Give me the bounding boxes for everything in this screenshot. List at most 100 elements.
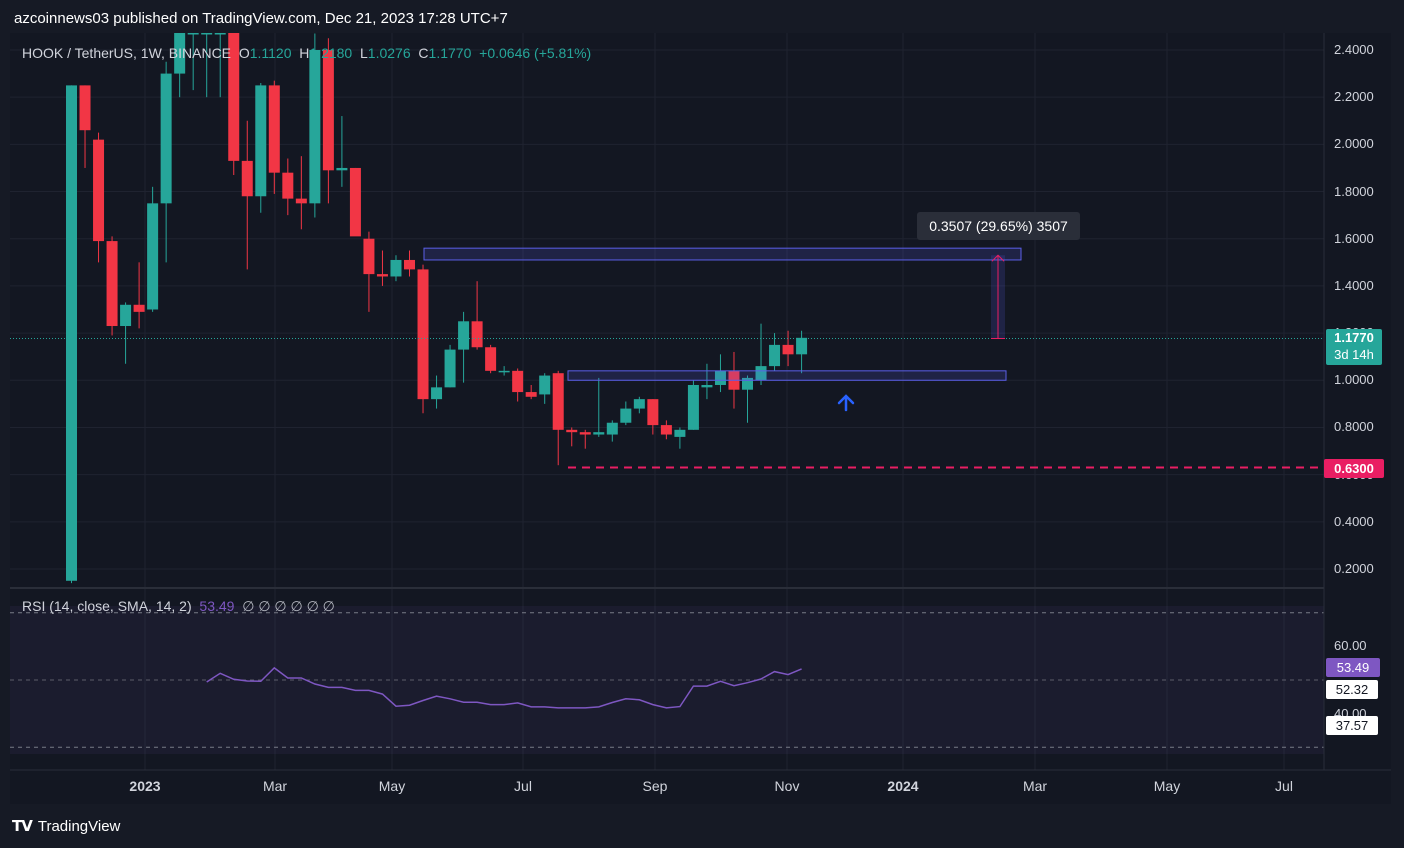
candle-up xyxy=(160,73,172,204)
candle-up xyxy=(458,321,470,350)
candle-up xyxy=(701,384,713,388)
candle-up xyxy=(539,375,551,395)
rsi-legend[interactable]: RSI (14, close, SMA, 14, 2) 53.49 ∅ ∅ ∅ … xyxy=(22,598,335,615)
candle-down xyxy=(295,198,307,204)
candle-down xyxy=(417,269,429,400)
time-tick-label: May xyxy=(1153,778,1181,794)
candle-up xyxy=(593,432,605,435)
rsi-sma-tag: 52.32 xyxy=(1326,680,1378,699)
candle-up xyxy=(174,33,186,74)
rsi-line xyxy=(206,666,802,709)
candle-down xyxy=(579,432,591,435)
candle-down xyxy=(782,344,794,355)
tradingview-brand[interactable]: TV TradingView xyxy=(12,816,120,836)
support-price-tag: 0.6300 xyxy=(1324,459,1384,478)
low-key: L xyxy=(360,45,368,61)
candle-down xyxy=(552,373,564,430)
time-tick-label: Mar xyxy=(262,778,288,794)
candle-up xyxy=(120,304,132,327)
candle-up xyxy=(674,429,686,437)
candle-down xyxy=(471,321,483,348)
close-key: C xyxy=(418,45,429,61)
support-zone xyxy=(567,370,1007,381)
candle-down xyxy=(133,304,145,312)
candle-up xyxy=(620,408,632,423)
time-tick-label: Nov xyxy=(774,778,800,794)
candle-up xyxy=(714,370,726,385)
candle-up xyxy=(201,33,213,35)
price-tick-label: 1.6000 xyxy=(1334,230,1374,246)
candle-down xyxy=(93,139,105,242)
candle-up xyxy=(444,349,456,388)
time-tick-label: Sep xyxy=(642,778,668,794)
time-tick-label: Jul xyxy=(514,778,532,794)
price-tick-label: 1.0000 xyxy=(1334,372,1374,388)
candle-up xyxy=(742,377,753,390)
candle-down xyxy=(228,33,240,161)
candle-down xyxy=(268,85,280,173)
candle-down xyxy=(322,50,334,171)
candle-up xyxy=(147,203,159,310)
time-tick-label: Jul xyxy=(1275,778,1293,794)
current-price-tag: 1.1770 3d 14h xyxy=(1326,329,1382,365)
candle-up xyxy=(796,337,808,355)
candle-down xyxy=(241,160,253,197)
candle-up xyxy=(769,344,781,367)
price-tick-label: 0.4000 xyxy=(1334,513,1374,529)
symbol-legend[interactable]: HOOK / TetherUS, 1W, BINANCE O1.1120 H 1.… xyxy=(22,45,591,61)
rsi-legend-value: 53.49 xyxy=(199,598,235,614)
rsi-label[interactable]: RSI (14, close, SMA, 14, 2) xyxy=(22,598,192,614)
open-key: O xyxy=(238,45,250,61)
candle-up xyxy=(755,366,767,381)
candle-down xyxy=(282,172,294,199)
candle-up xyxy=(255,85,267,197)
drawing-overlays xyxy=(10,247,1324,469)
rsi-tick-label: 60.00 xyxy=(1334,638,1367,654)
candle-up xyxy=(390,259,402,277)
arrow-up-icon xyxy=(837,394,855,412)
price-tick-label: 2.4000 xyxy=(1334,42,1374,57)
time-tick-label: 2023 xyxy=(129,778,161,794)
time-tick-label: Mar xyxy=(1022,778,1048,794)
candle-up xyxy=(187,33,199,35)
candle-up xyxy=(66,85,77,581)
tradingview-logo-icon: TV xyxy=(12,817,33,835)
candles xyxy=(66,33,808,584)
candle-down xyxy=(525,392,537,397)
rsi-other-tag: 37.57 xyxy=(1326,716,1378,735)
high-key: H xyxy=(299,45,310,61)
time-tick-label: May xyxy=(378,778,406,794)
candle-down xyxy=(404,259,415,270)
brand-name: TradingView xyxy=(37,817,121,835)
candle-up xyxy=(498,370,510,373)
candle-up xyxy=(336,167,348,171)
price-tick-label: 0.8000 xyxy=(1334,419,1374,435)
symbol-name[interactable]: HOOK / TetherUS, 1W, BINANCE xyxy=(22,45,232,61)
candle-down xyxy=(349,167,361,237)
rsi-na-values: ∅ ∅ ∅ ∅ ∅ ∅ xyxy=(242,598,335,614)
candle-down xyxy=(376,274,388,277)
candle-down xyxy=(106,241,118,327)
price-tick-label: 1.8000 xyxy=(1334,183,1374,199)
candle-up xyxy=(606,422,618,435)
price-tick-label: 1.4000 xyxy=(1334,277,1374,293)
candle-down xyxy=(660,425,672,435)
candle-up xyxy=(633,399,645,409)
grid-lines xyxy=(10,33,1324,770)
resistance-zone xyxy=(423,247,1022,261)
rsi-value-tag: 53.49 xyxy=(1326,658,1380,677)
candle-up xyxy=(687,384,699,430)
open-value: 1.1120 xyxy=(249,45,292,61)
candle-down xyxy=(79,85,91,131)
time-tick-label: 2024 xyxy=(887,778,919,794)
candle-up xyxy=(309,50,321,204)
measure-label[interactable]: 0.3507 (29.65%) 3507 xyxy=(917,212,1080,240)
candle-up xyxy=(431,387,443,400)
bar-countdown: 3d 14h xyxy=(1334,347,1374,362)
low-value: 1.0276 xyxy=(367,45,411,61)
close-value: 1.1770 xyxy=(428,45,472,61)
chart-frame[interactable] xyxy=(10,33,1391,804)
change-value: +0.0646 (+5.81%) xyxy=(479,45,592,61)
candle-down xyxy=(566,429,578,433)
